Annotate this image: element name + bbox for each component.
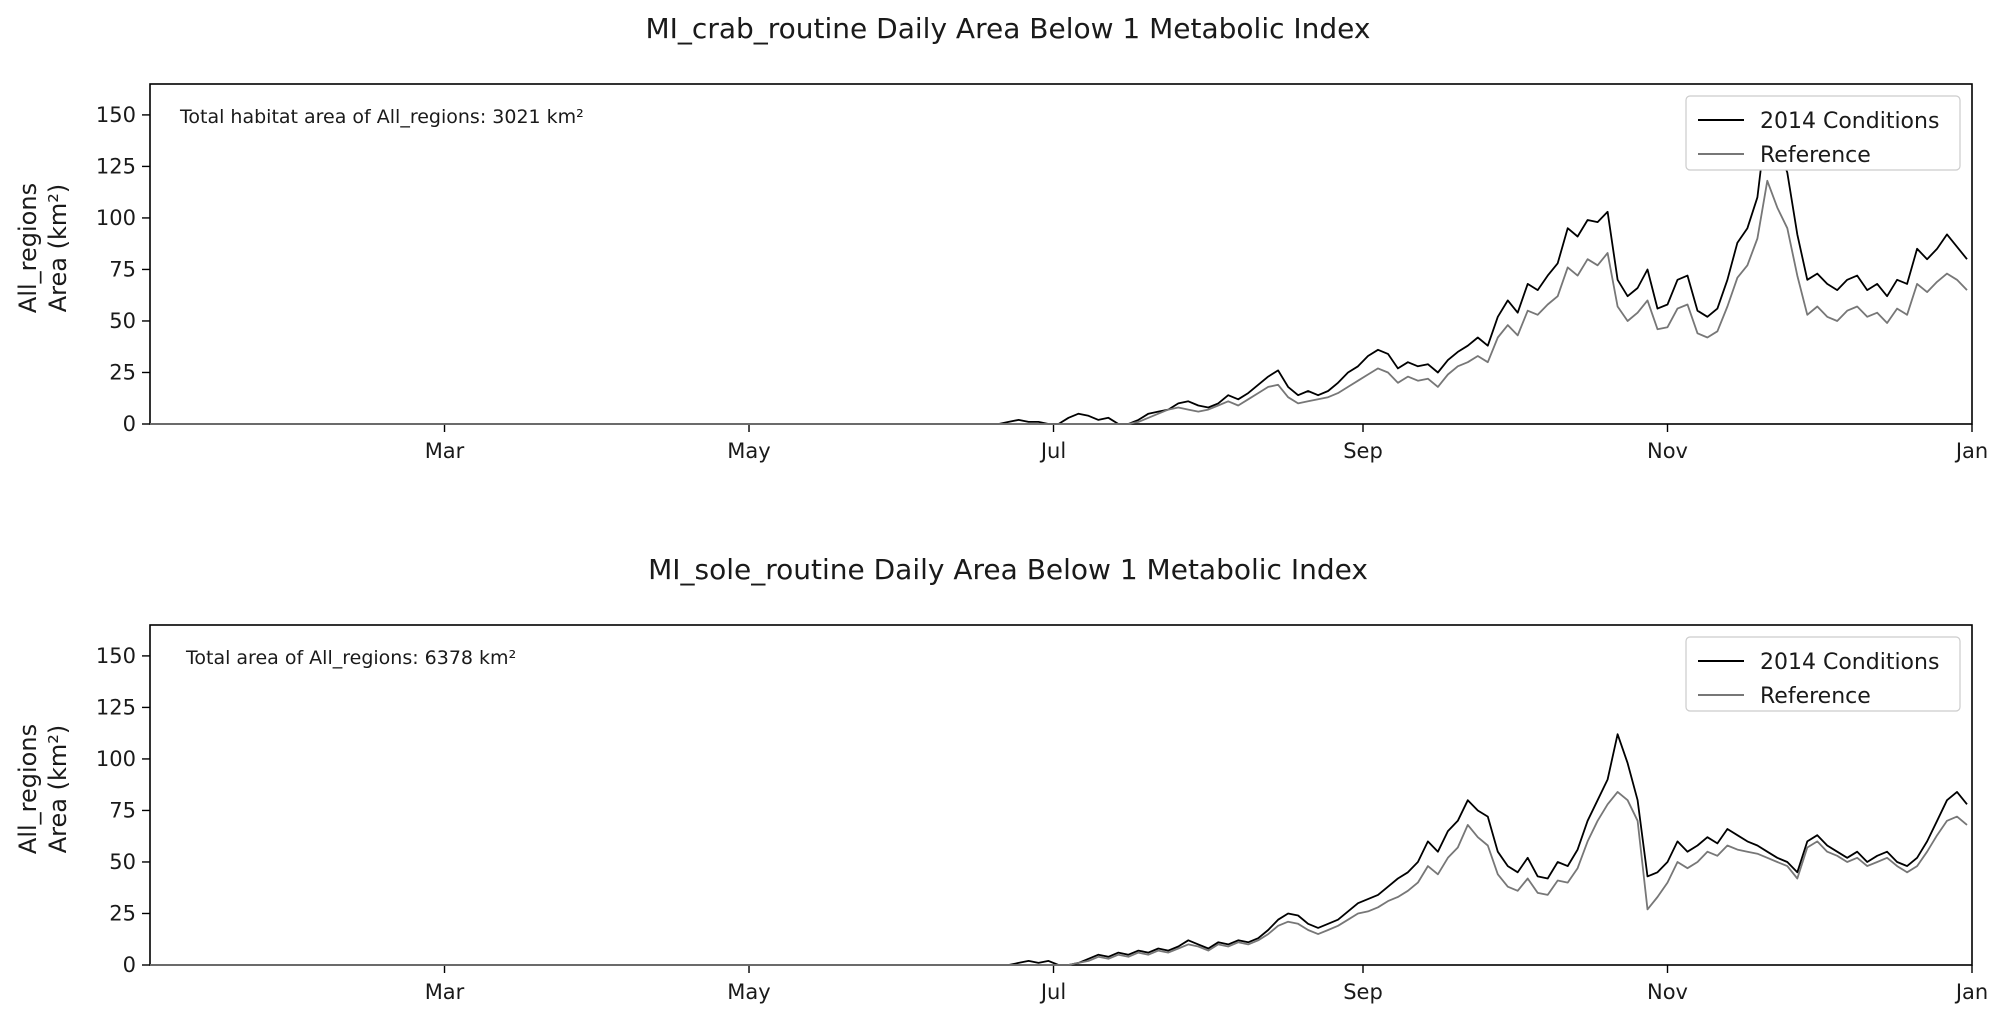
chart-title: MI_crab_routine Daily Area Below 1 Metab… <box>646 12 1371 45</box>
y-tick-label: 75 <box>109 798 136 822</box>
total-area-annotation: Total area of All_regions: 6378 km² <box>185 647 516 669</box>
chart-sole: MI_sole_routine Daily Area Below 1 Metab… <box>14 553 1988 1004</box>
y-tick-label: 25 <box>109 360 136 384</box>
y-tick-label: 75 <box>109 257 136 281</box>
x-tick-label: May <box>727 439 770 463</box>
series-line-reference <box>150 791 1968 966</box>
x-tick-label: Mar <box>425 980 465 1004</box>
y-axis-label-line2: Area (km²) <box>44 184 72 312</box>
y-axis-label-line1: All_regions <box>14 724 42 854</box>
legend-entry: 2014 Conditions <box>1760 109 1939 134</box>
legend-box <box>1685 95 1961 171</box>
x-tick-label: Nov <box>1647 980 1688 1004</box>
x-tick-label: Sep <box>1343 980 1383 1004</box>
x-tick-label: Jan <box>1954 439 1988 463</box>
legend-entry: Reference <box>1760 684 1871 709</box>
x-tick-label: Jan <box>1954 980 1988 1004</box>
y-tick-label: 150 <box>96 103 136 127</box>
y-axis-label-line1: All_regions <box>14 183 42 313</box>
chart-title: MI_sole_routine Daily Area Below 1 Metab… <box>648 553 1368 586</box>
x-tick-label: Mar <box>425 439 465 463</box>
y-tick-label: 125 <box>96 154 136 178</box>
x-tick-label: Jul <box>1039 980 1066 1004</box>
x-tick-label: Sep <box>1343 439 1383 463</box>
y-tick-label: 100 <box>96 206 136 230</box>
y-tick-label: 125 <box>96 695 136 719</box>
x-tick-label: May <box>727 980 770 1004</box>
y-tick-label: 150 <box>96 644 136 668</box>
series-line-conditions <box>150 114 1968 425</box>
total-area-annotation: Total habitat area of All_regions: 3021 … <box>179 106 584 128</box>
y-tick-label: 0 <box>123 412 136 436</box>
y-tick-label: 0 <box>123 953 136 977</box>
legend-box <box>1685 636 1961 712</box>
plot-area: 0 25 50 75 100 125 150 Mar May Jul Sep Nov Jan 2014 C… <box>96 83 1988 463</box>
y-tick-label: 50 <box>109 850 136 874</box>
legend-entry: Reference <box>1760 143 1871 168</box>
series-line-conditions <box>150 733 1968 966</box>
chart-crab: MI_crab_routine Daily Area Below 1 Metab… <box>14 12 1988 463</box>
y-tick-label: 25 <box>109 901 136 925</box>
x-tick-label: Nov <box>1647 439 1688 463</box>
series-line-reference <box>150 179 1968 425</box>
y-axis-label-line2: Area (km²) <box>44 725 72 853</box>
y-tick-label: 100 <box>96 747 136 771</box>
legend-entry: 2014 Conditions <box>1760 650 1939 675</box>
y-tick-label: 50 <box>109 309 136 333</box>
plot-area: 0 25 50 75 100 125 150 Mar May Jul Sep Nov Jan 2014 C… <box>96 624 1988 1004</box>
x-tick-label: Jul <box>1039 439 1066 463</box>
